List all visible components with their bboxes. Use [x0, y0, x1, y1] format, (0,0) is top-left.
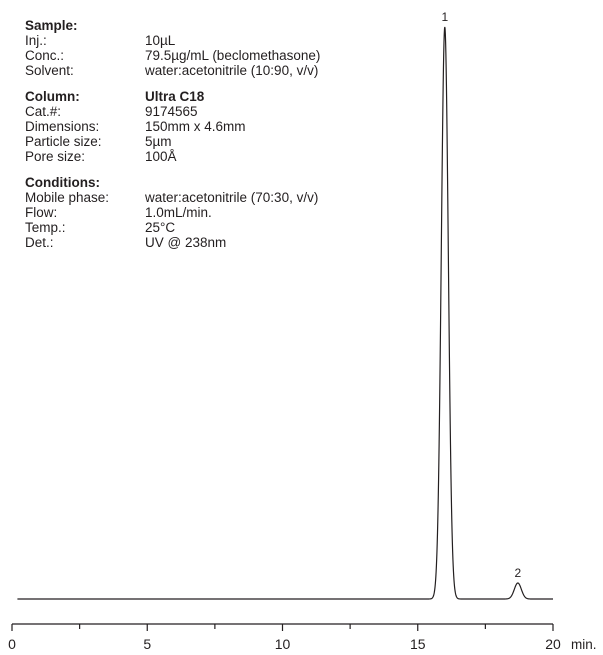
- peak-labels: 12: [441, 10, 521, 580]
- info-row: Conc.: 79.5µg/mL (beclomethasone): [25, 48, 320, 63]
- info-row: Solvent: water:acetonitrile (10:90, v/v): [25, 63, 320, 78]
- sample-heading: Sample:: [25, 18, 78, 33]
- x-tick-label: 20: [545, 636, 561, 652]
- info-value: 150mm x 4.6mm: [145, 119, 246, 134]
- info-value: 79.5µg/mL (beclomethasone): [145, 48, 321, 63]
- column-section: Column: Ultra C18 Cat.#: 9174565 Dimension…: [25, 89, 320, 164]
- method-info: Sample: Inj.: 10µL Conc.: 79.5µg/mL (beclo…: [25, 18, 320, 261]
- info-value: water:acetonitrile (70:30, v/v): [145, 190, 319, 205]
- info-row: Inj.: 10µL: [25, 33, 320, 48]
- info-row: Temp.: 25°C: [25, 220, 320, 235]
- info-value: 25°C: [145, 220, 176, 235]
- info-row: Det.: UV @ 238nm: [25, 235, 320, 250]
- info-row: Mobile phase: water:acetonitrile (70:30, …: [25, 190, 320, 205]
- info-value: 5µm: [145, 134, 172, 149]
- info-value: 9174565: [145, 104, 198, 119]
- info-label: Mobile phase:: [25, 190, 110, 205]
- info-value: 100Å: [145, 149, 177, 164]
- info-label: Cat.#:: [25, 104, 62, 119]
- info-value: 1.0mL/min.: [145, 205, 212, 220]
- info-value: water:acetonitrile (10:90, v/v): [145, 63, 319, 78]
- info-label: Particle size:: [25, 134, 102, 149]
- sample-section: Sample: Inj.: 10µL Conc.: 79.5µg/mL (beclo…: [25, 18, 320, 78]
- info-row: Cat.#: 9174565: [25, 104, 320, 119]
- info-label: Det.:: [25, 235, 54, 250]
- info-label: Solvent:: [25, 63, 74, 78]
- info-row: Pore size: 100Å: [25, 149, 320, 164]
- info-row: Flow: 1.0mL/min.: [25, 205, 320, 220]
- info-label: Conc.:: [25, 48, 65, 63]
- info-label: Temp.:: [25, 220, 66, 235]
- info-value: UV @ 238nm: [145, 235, 227, 250]
- info-value: 10µL: [145, 33, 176, 48]
- chromatogram-trace: [17, 26, 553, 600]
- x-axis-unit-label: min.: [571, 637, 597, 652]
- info-label: Flow:: [25, 205, 58, 220]
- conditions-section: Conditions: Mobile phase: water:acetonitr…: [25, 175, 320, 250]
- column-name: Ultra C18: [145, 89, 205, 104]
- peak-label: 1: [441, 10, 448, 24]
- x-axis-ticks: 0 5 10 15 20: [8, 624, 561, 652]
- info-label: Inj.:: [25, 33, 47, 48]
- x-tick-label: 0: [8, 636, 16, 652]
- info-label: Dimensions:: [25, 119, 100, 134]
- column-heading: Column:: [25, 89, 80, 104]
- peak-label: 2: [514, 566, 521, 580]
- info-row: Dimensions: 150mm x 4.6mm: [25, 119, 320, 134]
- conditions-heading: Conditions:: [25, 175, 100, 190]
- info-label: Pore size:: [25, 149, 86, 164]
- x-tick-label: 5: [143, 636, 151, 652]
- x-tick-label: 15: [410, 636, 426, 652]
- x-tick-label: 10: [275, 636, 291, 652]
- info-row: Particle size: 5µm: [25, 134, 320, 149]
